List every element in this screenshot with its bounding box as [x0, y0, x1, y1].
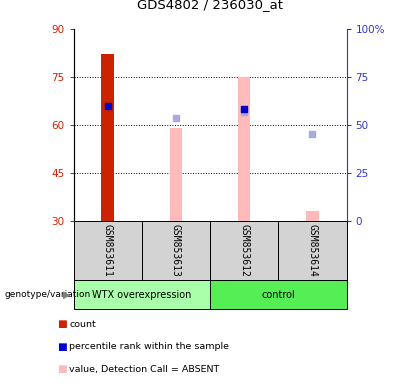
- Bar: [102, 55, 114, 221]
- Bar: [142, 221, 210, 280]
- Point: [173, 115, 179, 121]
- Text: ■: ■: [57, 342, 66, 352]
- Text: GSM853613: GSM853613: [171, 224, 181, 277]
- Point: [309, 131, 316, 137]
- Text: genotype/variation: genotype/variation: [4, 290, 90, 299]
- Text: GSM853611: GSM853611: [102, 224, 113, 277]
- Bar: [278, 221, 346, 280]
- Bar: [238, 77, 250, 221]
- Text: GSM853612: GSM853612: [239, 224, 249, 277]
- Text: percentile rank within the sample: percentile rank within the sample: [69, 342, 229, 351]
- Bar: [210, 280, 346, 309]
- Text: count: count: [69, 320, 96, 329]
- Text: control: control: [261, 290, 295, 300]
- Point: [241, 106, 247, 112]
- Text: value, Detection Call = ABSENT: value, Detection Call = ABSENT: [69, 364, 220, 374]
- Text: GSM853614: GSM853614: [307, 224, 318, 277]
- Bar: [210, 221, 278, 280]
- Bar: [74, 280, 210, 309]
- Text: ■: ■: [57, 319, 66, 329]
- Text: WTX overexpression: WTX overexpression: [92, 290, 192, 300]
- Point: [104, 103, 111, 109]
- Bar: [74, 221, 142, 280]
- Bar: [170, 128, 182, 221]
- Text: ■: ■: [57, 364, 66, 374]
- Text: ▶: ▶: [63, 290, 71, 300]
- Point: [241, 109, 247, 115]
- Text: GDS4802 / 236030_at: GDS4802 / 236030_at: [137, 0, 283, 12]
- Bar: [306, 211, 318, 221]
